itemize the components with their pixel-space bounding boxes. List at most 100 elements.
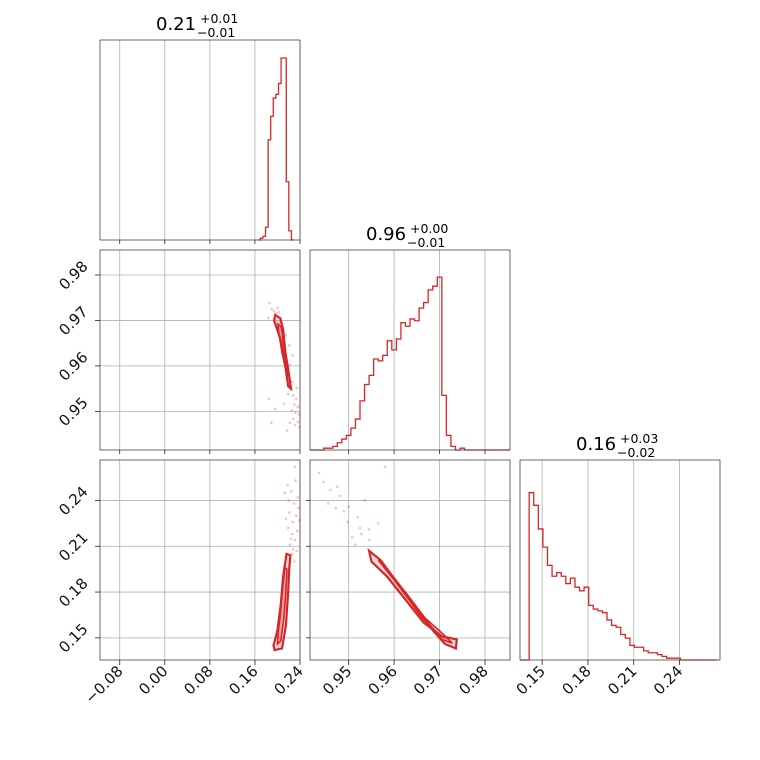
sample-point bbox=[294, 514, 298, 518]
sample-point bbox=[290, 409, 293, 412]
x-tick-label: 0.18 bbox=[558, 662, 594, 698]
sample-point bbox=[275, 311, 278, 315]
sample-point bbox=[286, 526, 290, 530]
x-tick-label: 0.00 bbox=[135, 662, 171, 698]
sample-point bbox=[293, 465, 297, 469]
sample-point bbox=[322, 480, 325, 484]
x-tick-label: 0.16 bbox=[225, 662, 261, 698]
sample-point bbox=[356, 515, 360, 519]
sample-point bbox=[291, 520, 294, 524]
sample-point bbox=[291, 354, 294, 357]
sample-point bbox=[290, 532, 294, 536]
sample-point bbox=[283, 491, 287, 495]
x-tick-label: 0.21 bbox=[604, 662, 640, 698]
sample-point bbox=[290, 552, 294, 556]
sample-point bbox=[294, 479, 297, 482]
y-tick-label: 0.21 bbox=[55, 529, 91, 565]
contour-inner-1-2 bbox=[377, 559, 453, 644]
sample-point bbox=[350, 535, 354, 539]
sample-point bbox=[383, 465, 387, 469]
y-tick-label: 0.96 bbox=[55, 348, 91, 384]
y-tick-label: 0.97 bbox=[55, 303, 91, 339]
param-3-title-plus: +0.03 bbox=[620, 431, 658, 446]
sample-point bbox=[286, 392, 290, 396]
param-1-title-minus: −0.01 bbox=[197, 25, 235, 40]
sample-point bbox=[376, 522, 380, 525]
sample-point bbox=[285, 429, 289, 432]
sample-point bbox=[360, 532, 363, 536]
axes-frame-2-2 bbox=[519, 459, 721, 661]
sample-point bbox=[293, 423, 297, 427]
histogram-step-1 bbox=[257, 57, 295, 241]
y-tick-label: 0.95 bbox=[55, 394, 91, 430]
sample-point bbox=[282, 402, 286, 405]
sample-point bbox=[276, 306, 279, 310]
contour-inner-0-2 bbox=[276, 566, 288, 646]
sample-point bbox=[273, 407, 277, 411]
sample-point bbox=[367, 538, 371, 542]
sample-point bbox=[267, 316, 270, 320]
grid-layer bbox=[100, 40, 680, 660]
sample-point bbox=[295, 549, 298, 553]
x-tick-label: 0.15 bbox=[513, 662, 549, 698]
sample-point bbox=[288, 543, 292, 547]
x-tick-label: −0.08 bbox=[81, 662, 126, 707]
x-tick-label: 0.97 bbox=[410, 662, 446, 698]
axes-frame-1-1 bbox=[309, 249, 511, 451]
sample-point bbox=[294, 411, 297, 415]
param-2-title-plus: +0.00 bbox=[410, 221, 448, 236]
y-tick-label: 0.98 bbox=[55, 257, 91, 293]
param-2-title: 0.96 bbox=[366, 224, 406, 245]
y-tick-label: 0.15 bbox=[55, 620, 91, 656]
x-tick-label: 0.95 bbox=[319, 662, 355, 698]
axes-frame-0-0 bbox=[99, 39, 301, 241]
sample-point bbox=[338, 494, 341, 498]
sample-point bbox=[358, 526, 362, 530]
sample-point bbox=[284, 517, 288, 521]
sample-point bbox=[267, 397, 271, 400]
x-tick-label: 0.08 bbox=[180, 662, 216, 698]
sample-point bbox=[284, 333, 288, 337]
sample-point bbox=[296, 420, 300, 424]
param-3-title: 0.16 bbox=[576, 434, 616, 455]
sample-point bbox=[269, 421, 273, 425]
param-2-title-minus: −0.01 bbox=[407, 235, 445, 250]
sample-point bbox=[268, 301, 271, 305]
sample-point bbox=[290, 489, 293, 493]
sample-point bbox=[335, 485, 339, 489]
data-layer bbox=[257, 57, 717, 661]
sample-point bbox=[297, 506, 300, 510]
sample-point bbox=[270, 307, 274, 311]
sample-point bbox=[329, 488, 332, 492]
sample-point bbox=[293, 403, 296, 406]
x-tick-label: 0.98 bbox=[455, 662, 491, 698]
param-1-title-plus: +0.01 bbox=[200, 11, 238, 26]
sample-point bbox=[346, 520, 350, 524]
sample-point bbox=[296, 405, 300, 409]
sample-point bbox=[295, 529, 299, 533]
x-tick-label: 0.24 bbox=[650, 662, 686, 698]
contour-inner-0-1 bbox=[277, 322, 289, 377]
sample-point bbox=[288, 421, 292, 425]
sample-point bbox=[272, 310, 276, 313]
x-tick-label: 0.96 bbox=[365, 662, 401, 698]
sample-point bbox=[317, 471, 321, 475]
tick-layer: −0.08 0.00 0.08 0.16 0.24 0.95 0.96 0.97 0.98 0.1… bbox=[55, 240, 686, 707]
histogram-step-3 bbox=[520, 491, 717, 661]
axes-frame-2-1 bbox=[309, 459, 511, 661]
axes-frame-2-0 bbox=[99, 459, 301, 661]
sample-point bbox=[293, 538, 297, 542]
sample-point bbox=[363, 499, 366, 502]
sample-point bbox=[334, 506, 338, 510]
param-1-title: 0.21 bbox=[156, 14, 196, 35]
sample-point bbox=[292, 502, 296, 505]
sample-point bbox=[342, 509, 346, 513]
sample-point bbox=[326, 502, 330, 505]
sample-point bbox=[354, 543, 357, 547]
sample-point bbox=[287, 499, 291, 502]
sample-point bbox=[296, 496, 300, 499]
sample-point bbox=[287, 344, 291, 347]
sample-point bbox=[286, 483, 289, 487]
sample-point bbox=[291, 417, 295, 421]
